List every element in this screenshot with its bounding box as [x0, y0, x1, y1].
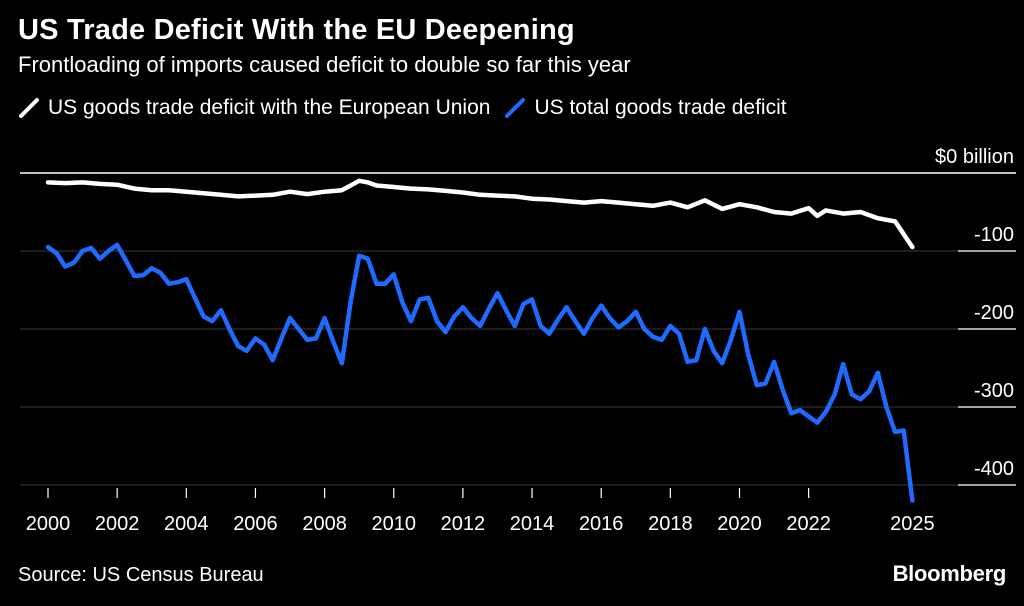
legend-label-total: US total goods trade deficit	[534, 96, 787, 119]
x-tick-label-2022: 2022	[786, 513, 831, 535]
legend-item-eu: US goods trade deficit with the European…	[18, 96, 490, 120]
bloomberg-logo: Bloomberg	[892, 561, 1007, 586]
x-tick-label-2018: 2018	[648, 513, 693, 535]
x-tick-label-2012: 2012	[441, 513, 486, 535]
x-tick-label-2014: 2014	[510, 513, 555, 535]
chart-subtitle: Frontloading of imports caused deficit t…	[18, 52, 631, 77]
legend-label-eu: US goods trade deficit with the European…	[48, 96, 491, 119]
x-tick-label-2000: 2000	[26, 513, 71, 535]
legend-item-total: US total goods trade deficit	[504, 96, 787, 120]
y-tick-label-1: -100	[974, 224, 1014, 246]
x-tick-label-2002: 2002	[95, 513, 140, 535]
x-tick-label-2020: 2020	[717, 513, 762, 535]
y-tick-label-2: -200	[974, 302, 1014, 324]
y-unit-label: $0 billion	[935, 146, 1014, 168]
source-note: Source: US Census Bureau	[18, 564, 264, 586]
legend: US goods trade deficit with the European…	[18, 96, 801, 120]
y-tick-label-4: -400	[974, 458, 1014, 480]
x-tick-label-2025: 2025	[890, 513, 935, 535]
x-tick-label-2008: 2008	[302, 513, 347, 535]
legend-swatch-total-icon	[505, 98, 526, 118]
x-tick-label-2010: 2010	[371, 513, 416, 535]
chart-title: US Trade Deficit With the EU Deepening	[18, 14, 575, 46]
x-tick-label-2004: 2004	[164, 513, 209, 535]
legend-swatch-eu-icon	[19, 98, 39, 118]
series-line-eu	[45, 178, 915, 250]
x-tick-label-2016: 2016	[579, 513, 624, 535]
series-line-total	[45, 242, 915, 503]
y-tick-label-3: -300	[974, 380, 1014, 402]
x-tick-label-2006: 2006	[233, 513, 278, 535]
